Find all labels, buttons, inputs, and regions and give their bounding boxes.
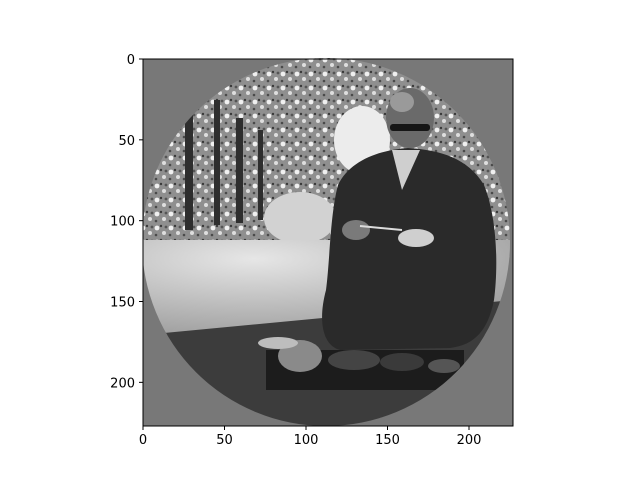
y-tick-label: 200 (110, 376, 135, 391)
photo-monk-collar (392, 150, 420, 190)
photo-monk-glasses (390, 124, 430, 131)
photo-bowl-2 (380, 353, 424, 371)
axis-ticks: 0 50 100 150 200 0 50 100 150 200 (110, 53, 481, 448)
photo-rice-bowl (398, 229, 434, 247)
x-tick-label: 200 (457, 433, 482, 448)
x-tick-label: 100 (294, 433, 319, 448)
photo-bowl-3 (428, 359, 460, 373)
photo-monk-hand (342, 220, 370, 240)
photo-tree-trunks (185, 100, 263, 230)
photo-bush (264, 192, 336, 244)
photo-monk-robe (322, 148, 497, 350)
axes-frame (142, 58, 514, 427)
y-tick-label: 100 (110, 215, 135, 230)
y-tick-label: 0 (127, 53, 135, 68)
photo-chopsticks (359, 225, 403, 231)
x-tick-label: 150 (375, 433, 400, 448)
x-tick-label: 50 (216, 433, 233, 448)
x-tick-label: 0 (139, 433, 147, 448)
photo-dish (258, 337, 298, 349)
y-tick-label: 150 (110, 296, 135, 311)
photo-monk-head-highlight (390, 92, 414, 112)
y-tick-label: 50 (118, 134, 135, 149)
photo-bowl-1 (328, 350, 380, 370)
